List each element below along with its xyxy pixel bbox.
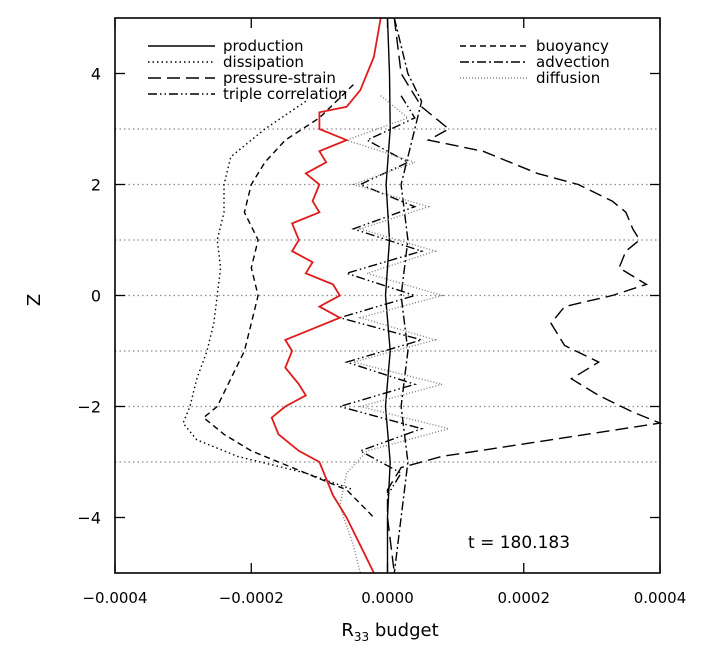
time-annotation: t = 180.183 bbox=[468, 533, 570, 553]
reference-lines bbox=[115, 128, 660, 463]
series-line-red-profile bbox=[270, 17, 382, 574]
legend-label: diffusion bbox=[536, 69, 600, 87]
legend-label: advection bbox=[536, 53, 610, 71]
legend: productiondissipationpressure-straintrip… bbox=[148, 37, 610, 103]
legend-label: buoyancy bbox=[536, 37, 609, 55]
legend-label: production bbox=[223, 37, 304, 55]
x-axis-label-main: R bbox=[341, 620, 354, 641]
y-tick-label: −2 bbox=[77, 398, 101, 417]
series-line-buoyancy bbox=[202, 84, 375, 518]
series-line-triple-correlation bbox=[337, 95, 425, 496]
axis-ticks: −0.0004 −0.0002 0.0000 0.0002 0.0004 4 2 0 −2 −4 bbox=[77, 18, 686, 607]
series-line-diffusion bbox=[339, 95, 452, 574]
x-tick-label: −0.0004 bbox=[82, 589, 147, 607]
series-line-advection bbox=[393, 17, 423, 574]
series-line-dissipation bbox=[182, 100, 354, 491]
legend-label: dissipation bbox=[223, 53, 304, 71]
x-tick-label: 0.0000 bbox=[361, 589, 414, 607]
y-tick-label: −4 bbox=[77, 509, 101, 528]
x-tick-label: −0.0002 bbox=[219, 589, 284, 607]
x-axis-label-subscript: 33 bbox=[354, 630, 369, 644]
y-tick-label: 2 bbox=[91, 176, 101, 195]
plot-series bbox=[182, 17, 663, 574]
legend-label: triple correlation bbox=[223, 85, 347, 103]
series-line-pressure-strain bbox=[386, 17, 663, 574]
series-line-production bbox=[384, 17, 391, 573]
x-tick-label: 0.0004 bbox=[634, 589, 687, 607]
x-tick-label: 0.0002 bbox=[498, 589, 551, 607]
y-axis-label: Z bbox=[24, 294, 45, 306]
x-axis-label-suffix: budget bbox=[369, 620, 439, 641]
y-tick-label: 4 bbox=[91, 65, 101, 84]
y-tick-label: 0 bbox=[91, 287, 101, 306]
legend-label: pressure-strain bbox=[223, 69, 336, 87]
x-axis-label: R33 budget bbox=[341, 620, 438, 644]
